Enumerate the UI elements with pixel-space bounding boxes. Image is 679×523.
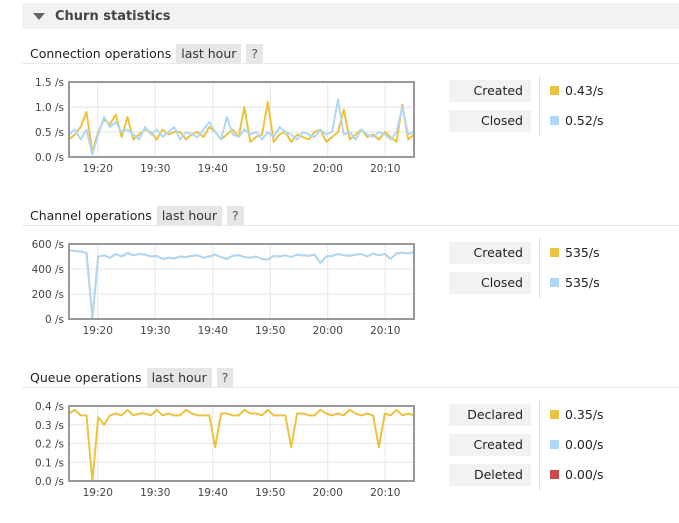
x-tick-label: 20:10: [370, 163, 400, 175]
legend-swatch: [550, 278, 559, 287]
legend-value: 0.43/s: [565, 83, 604, 98]
series-line-declared: [68, 408, 415, 482]
x-tick-label: 19:40: [198, 163, 228, 175]
legend-label[interactable]: Created: [449, 80, 531, 102]
range-selector[interactable]: last hour: [146, 368, 212, 387]
x-tick-label: 20:10: [370, 325, 400, 337]
y-tick-label: 0.0 /s: [35, 476, 64, 488]
legend-item-closed: Closed 535/s: [449, 272, 649, 294]
legend-label[interactable]: Created: [449, 434, 531, 456]
series-line-created: [68, 249, 415, 319]
x-tick-label: 20:00: [313, 163, 343, 175]
x-tick-label: 19:40: [198, 487, 228, 499]
chart-svg: 0.0 /s 0.1 /s 0.2 /s 0.3 /s 0.4 /s 19:20 19:30…: [35, 401, 415, 499]
triangle-down-icon[interactable]: [33, 12, 45, 20]
legend-label[interactable]: Created: [449, 242, 531, 264]
x-tick-label: 19:30: [140, 163, 170, 175]
legend-value: 0.52/s: [565, 113, 604, 128]
x-tick-label: 20:00: [313, 487, 343, 499]
legend-item-created: Created 0.00/s: [449, 434, 649, 456]
legend-item-declared: Declared 0.35/s: [449, 404, 649, 426]
help-button[interactable]: ?: [216, 368, 234, 387]
x-tick-label: 19:50: [255, 325, 285, 337]
legend-value: 535/s: [565, 245, 600, 260]
x-tick-label: 19:20: [83, 325, 113, 337]
chart-title: Queue operations: [30, 370, 142, 385]
x-tick-label: 20:00: [313, 325, 343, 337]
range-selector[interactable]: last hour: [176, 44, 242, 63]
x-tick-label: 19:50: [255, 163, 285, 175]
legend-value: 535/s: [565, 275, 600, 290]
help-button[interactable]: ?: [246, 44, 264, 63]
legend-divider: [539, 238, 540, 298]
legend-swatch: [550, 470, 559, 479]
help-button[interactable]: ?: [226, 206, 244, 225]
plot-border: [68, 81, 415, 158]
legend-value: 0.00/s: [565, 467, 604, 482]
churn-statistics-header[interactable]: Churn statistics: [22, 3, 679, 29]
legend-item-created: Created 535/s: [449, 242, 649, 264]
legend-swatch: [550, 86, 559, 95]
chart-svg: 0.0 /s 0.5 /s 1.0 /s 1.5 /s 19:20 19:30 19:40 1…: [35, 77, 415, 175]
chart-svg: 0 /s 200 /s 400 /s 600 /s 19:20 19:30 19:40 19:…: [32, 239, 415, 337]
divider: [22, 387, 679, 388]
y-tick-label: 1.0 /s: [35, 102, 64, 114]
y-tick-label: 0.5 /s: [35, 127, 64, 139]
legend-label[interactable]: Declared: [449, 404, 531, 426]
y-tick-label: 0.0 /s: [35, 152, 64, 164]
y-tick-label: 400 /s: [32, 264, 64, 276]
legend-item-deleted: Deleted 0.00/s: [449, 464, 649, 486]
legend-label[interactable]: Closed: [449, 272, 531, 294]
y-tick-label: 0.4 /s: [35, 401, 64, 413]
y-tick-label: 0 /s: [45, 314, 64, 326]
legend-swatch: [550, 410, 559, 419]
x-tick-label: 19:30: [140, 487, 170, 499]
legend-value: 0.00/s: [565, 437, 604, 452]
queue-operations-title-row: Queue operations last hour ?: [30, 368, 234, 387]
x-tick-label: 19:20: [83, 163, 113, 175]
divider: [22, 225, 679, 226]
chart-title: Connection operations: [30, 46, 172, 61]
legend-label[interactable]: Closed: [449, 110, 531, 132]
series-line-created: [68, 101, 415, 153]
legend-swatch: [550, 116, 559, 125]
legend-swatch: [550, 440, 559, 449]
plot-border: [68, 243, 415, 320]
connection-operations-title-row: Connection operations last hour ?: [30, 44, 264, 63]
y-tick-label: 0.1 /s: [35, 457, 64, 469]
series-line-closed: [68, 249, 415, 319]
y-tick-label: 0.2 /s: [35, 439, 64, 451]
x-tick-label: 19:30: [140, 325, 170, 337]
x-tick-label: 20:10: [370, 487, 400, 499]
chart-title: Channel operations: [30, 208, 152, 223]
legend-swatch: [550, 248, 559, 257]
section-title: Churn statistics: [55, 8, 171, 24]
y-tick-label: 600 /s: [32, 239, 64, 251]
series-line-closed: [68, 98, 415, 156]
y-tick-label: 200 /s: [32, 289, 64, 301]
legend-label[interactable]: Deleted: [449, 464, 531, 486]
legend-item-closed: Closed 0.52/s: [449, 110, 649, 132]
plot-border: [68, 405, 415, 482]
divider: [22, 63, 679, 64]
legend-item-created: Created 0.43/s: [449, 80, 649, 102]
y-tick-label: 0.3 /s: [35, 420, 64, 432]
queue-operations-chart: 0.0 /s 0.1 /s 0.2 /s 0.3 /s 0.4 /s 19:20 19:30…: [0, 398, 440, 508]
legend-value: 0.35/s: [565, 407, 604, 422]
channel-operations-chart: 0 /s 200 /s 400 /s 600 /s 19:20 19:30 19:40 19:…: [0, 236, 440, 346]
legend-divider: [539, 76, 540, 136]
x-tick-label: 19:20: [83, 487, 113, 499]
x-tick-label: 19:50: [255, 487, 285, 499]
legend-divider: [539, 400, 540, 490]
connection-operations-chart: 0.0 /s 0.5 /s 1.0 /s 1.5 /s 19:20 19:30 19:40 1…: [0, 74, 440, 184]
y-tick-label: 1.5 /s: [35, 77, 64, 89]
channel-operations-title-row: Channel operations last hour ?: [30, 206, 244, 225]
x-tick-label: 19:40: [198, 325, 228, 337]
range-selector[interactable]: last hour: [156, 206, 222, 225]
